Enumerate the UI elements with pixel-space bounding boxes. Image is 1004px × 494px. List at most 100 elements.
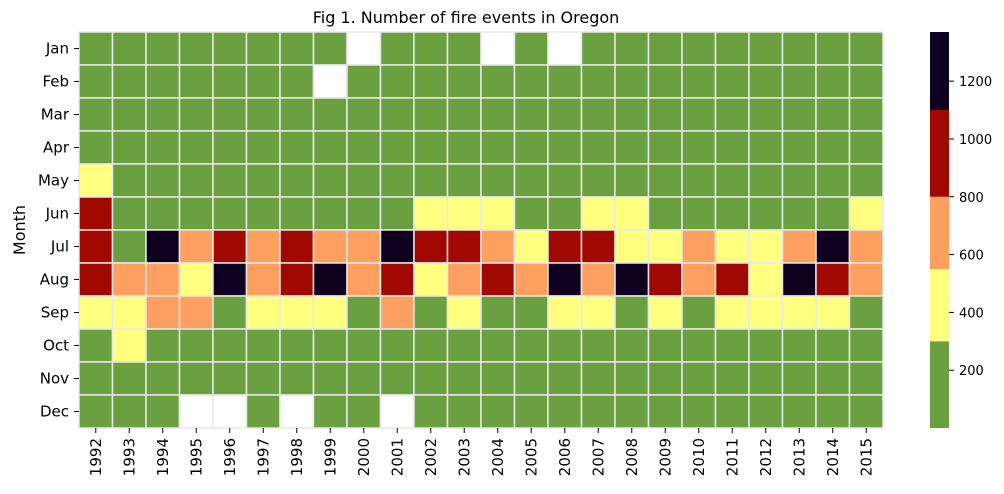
heatmap-cell [848,64,884,99]
heatmap-cell [714,229,750,264]
heatmap-cell [714,262,750,297]
heatmap-cell [413,163,449,198]
heatmap-cell [748,229,784,264]
heatmap-cell [145,130,181,165]
heatmap-cell [78,163,114,198]
heatmap-cell [614,229,650,264]
colorbar: 200 400 600 800 1000 1200 [930,32,992,428]
heatmap-cell [178,394,214,429]
heatmap-cell [346,31,382,66]
heatmap-cell [413,97,449,132]
heatmap-cell [714,130,750,165]
chart-title: Fig 1. Number of fire events in Oregon [313,8,620,27]
heatmap-cell [815,361,851,396]
heatmap-cell [446,196,482,231]
heatmap-cell [714,97,750,132]
heatmap-cell [480,262,516,297]
heatmap-cell [413,64,449,99]
x-tick-label: 2010 [690,438,708,476]
heatmap-cell [413,328,449,363]
heatmap-cell [547,97,583,132]
heatmap-cell [547,163,583,198]
heatmap-cell [647,97,683,132]
heatmap-cell [312,64,348,99]
heatmap-cell [212,97,248,132]
heatmap-cell [379,130,415,165]
heatmap-cell [614,163,650,198]
heatmap-cell [346,163,382,198]
heatmap-cell [547,196,583,231]
heatmap-cell [178,295,214,330]
y-tick-label: Mar [41,106,70,124]
heatmap-cell [279,229,315,264]
heatmap-cell [446,31,482,66]
heatmap-cell [547,295,583,330]
heatmap-cell [614,64,650,99]
heatmap-cell [111,196,147,231]
heatmap-cell [614,361,650,396]
heatmap-cell [848,130,884,165]
heatmap-cell [714,328,750,363]
y-tick-labels: Jan Feb Mar Apr May Jun Jul Aug Sep Oct Nov Dec [38,40,79,421]
heatmap-cell [580,130,616,165]
heatmap-cell [212,295,248,330]
heatmap-cell [245,361,281,396]
heatmap-cell [111,328,147,363]
heatmap-cell [346,130,382,165]
heatmap-cell [748,196,784,231]
heatmap-cell [815,64,851,99]
heatmap-cell [346,295,382,330]
heatmap-cell [111,130,147,165]
heatmap-cell [714,394,750,429]
heatmap-cell [279,163,315,198]
heatmap-cell [580,295,616,330]
colorbar-tick-label: 400 [959,306,984,321]
heatmap-cell [78,130,114,165]
x-tick-label: 1993 [120,438,138,476]
heatmap-cell [111,31,147,66]
heatmap-cell [178,64,214,99]
colorbar-segment [930,196,949,270]
x-tick-label: 2004 [489,438,507,476]
heatmap-cell [346,97,382,132]
heatmap-cell [379,328,415,363]
x-tick-label: 2002 [422,438,440,476]
heatmap-cell [815,295,851,330]
heatmap-cell [379,262,415,297]
heatmap-cell [78,295,114,330]
heatmap-cell [513,262,549,297]
x-tick-label: 2013 [790,438,808,476]
heatmap-cell [848,295,884,330]
heatmap-cell [681,97,717,132]
heatmap-cell [714,196,750,231]
heatmap-cell [111,394,147,429]
heatmap-cell [781,31,817,66]
colorbar-tick-label: 200 [959,364,984,379]
y-tick-label: Aug [40,271,69,289]
heatmap-cell [513,130,549,165]
heatmap-cell [580,97,616,132]
heatmap-cell [279,295,315,330]
heatmap-cell [111,64,147,99]
heatmap-cell [245,64,281,99]
heatmap-cell [312,163,348,198]
heatmap-cell [815,97,851,132]
heatmap-cell [748,262,784,297]
heatmap-cell [145,64,181,99]
heatmap-cell [312,361,348,396]
heatmap-cell [513,229,549,264]
heatmap-cell [145,328,181,363]
heatmap-cell [178,97,214,132]
heatmap-cell [681,295,717,330]
heatmap-cell [647,361,683,396]
heatmap-cell [178,130,214,165]
heatmap-cell [145,394,181,429]
y-tick-label: Sep [41,304,69,322]
heatmap-cell [647,31,683,66]
heatmap-cell [647,262,683,297]
x-tick-label: 2000 [355,438,373,476]
x-tick-label: 1992 [87,438,105,476]
heatmap-cell [848,229,884,264]
heatmap-cell [78,64,114,99]
heatmap-cell [178,328,214,363]
